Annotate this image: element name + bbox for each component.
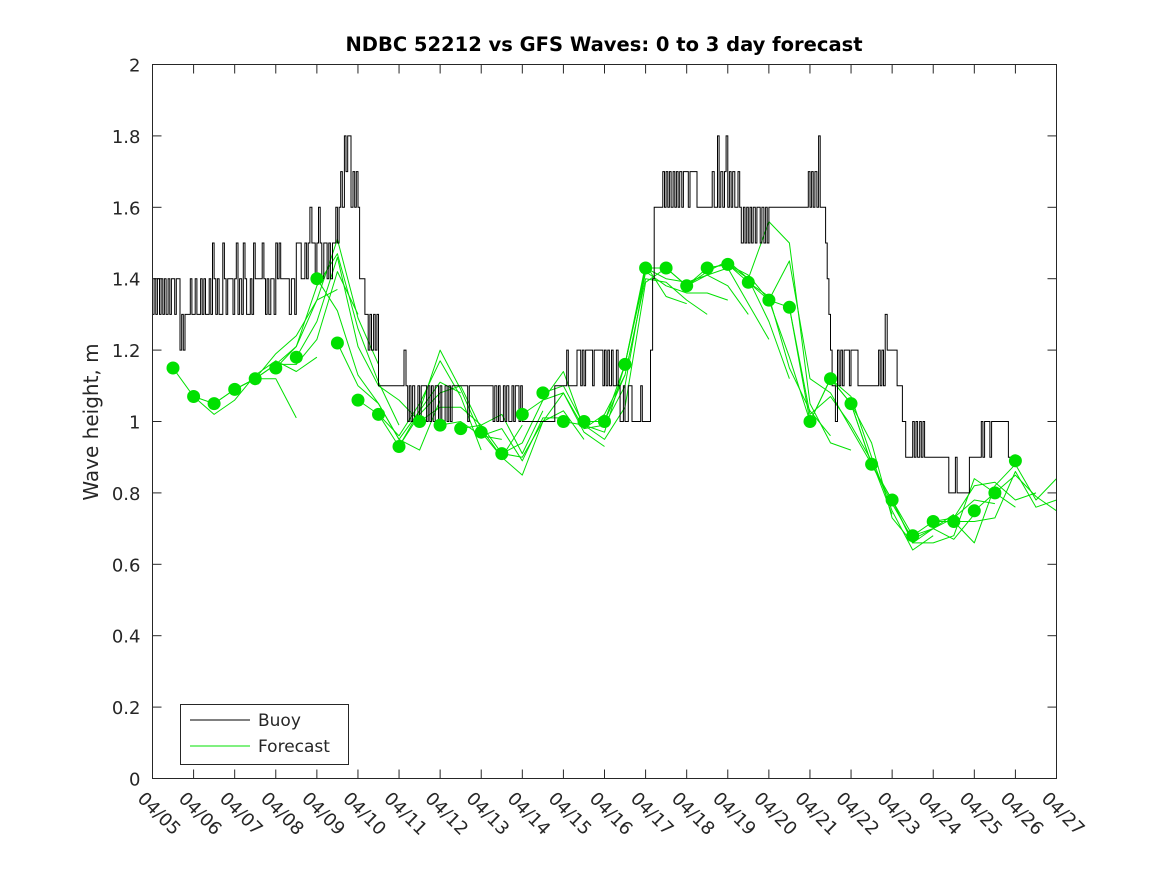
- forecast-point: [166, 361, 180, 375]
- forecast-point: [639, 261, 653, 275]
- forecast-point: [680, 279, 694, 293]
- forecast-point: [207, 397, 221, 411]
- forecast-line: [440, 417, 564, 462]
- forecast-point: [618, 357, 632, 371]
- forecast-point: [782, 300, 796, 314]
- forecast-point: [721, 257, 735, 271]
- y-tick-label: 1.8: [112, 127, 141, 148]
- forecast-point: [824, 372, 837, 386]
- y-axis-label: Wave height, m: [79, 343, 103, 500]
- legend: Buoy Forecast: [180, 704, 349, 765]
- forecast-point: [556, 415, 570, 428]
- forecast-point: [762, 293, 776, 307]
- forecast-point: [289, 350, 303, 364]
- forecast-point: [310, 272, 324, 286]
- forecast-point: [885, 493, 899, 507]
- y-tick-label: 0.8: [112, 484, 141, 505]
- forecast-line: [973, 474, 1057, 512]
- forecast-point: [228, 382, 242, 396]
- forecast-point: [495, 447, 509, 461]
- forecast-point: [659, 261, 673, 275]
- forecast-point: [577, 415, 591, 428]
- forecast-point: [372, 407, 385, 421]
- y-tick-label: 0.2: [112, 698, 141, 719]
- y-tick-label: 1.6: [112, 198, 141, 219]
- forecast-point: [865, 457, 879, 471]
- forecast-point: [967, 504, 981, 518]
- y-tick-label: 1.2: [112, 341, 141, 362]
- y-tick-label: 2: [129, 56, 140, 77]
- y-tick-label: 0: [129, 770, 140, 791]
- forecast-point: [454, 422, 468, 436]
- forecast-line: [336, 342, 461, 440]
- legend-box: [180, 704, 349, 765]
- forecast-line: [295, 256, 420, 422]
- forecast-point: [926, 515, 940, 528]
- forecast-point: [392, 440, 406, 453]
- forecast-point: [844, 397, 858, 411]
- forecast-point: [700, 261, 714, 275]
- forecast-point: [330, 336, 344, 350]
- forecast-point: [474, 425, 488, 439]
- legend-buoy-label: Buoy: [258, 711, 301, 731]
- forecast-point: [515, 407, 529, 421]
- forecast-point: [413, 415, 427, 428]
- forecast-point: [947, 515, 961, 528]
- forecast-point: [988, 486, 1002, 500]
- axes-box: [152, 64, 1057, 779]
- forecast-initial-markers: [166, 257, 1022, 543]
- forecast-point: [741, 275, 755, 289]
- forecast-point: [536, 386, 550, 400]
- forecast-point: [598, 415, 611, 428]
- forecast-point: [187, 390, 201, 403]
- forecast-line: [953, 463, 1057, 544]
- forecast-point: [1008, 454, 1022, 468]
- chart-title: NDBC 52212 vs GFS Waves: 0 to 3 day fore…: [345, 33, 862, 56]
- y-axis-ticks: 0 0.2 0.4 0.6 0.8 1 1.2 1.4 1.6 1.8 2: [112, 56, 1057, 791]
- y-tick-label: 0.6: [112, 555, 141, 576]
- forecast-point: [351, 393, 365, 407]
- buoy-series: [152, 135, 1016, 494]
- forecast-point: [433, 418, 447, 432]
- y-tick-label: 0.4: [112, 627, 141, 648]
- forecast-point: [248, 372, 262, 386]
- buoy-line: [152, 135, 1016, 494]
- forecast-line: [460, 410, 585, 458]
- y-tick-label: 1.4: [112, 270, 141, 291]
- forecast-point: [269, 361, 283, 375]
- legend-forecast-label: Forecast: [258, 737, 330, 757]
- forecast-line: [501, 374, 626, 455]
- y-tick-label: 1: [129, 413, 140, 434]
- forecast-point: [906, 529, 920, 543]
- forecast-point: [803, 415, 817, 428]
